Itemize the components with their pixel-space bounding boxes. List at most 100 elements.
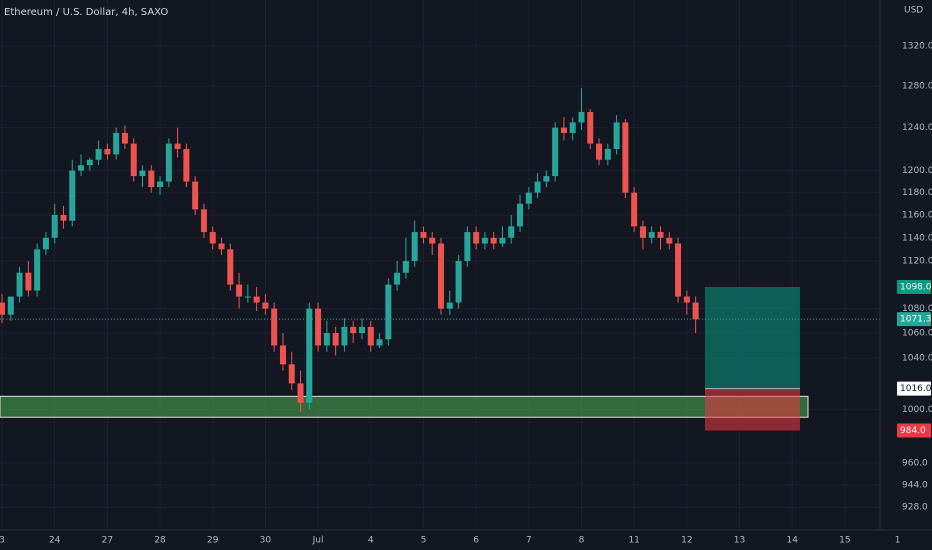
x-tick-label: 13 <box>734 536 745 546</box>
candle-body <box>490 237 497 244</box>
zones <box>0 286 809 431</box>
candle-body <box>227 249 234 285</box>
candle-body <box>446 302 453 309</box>
candle-body <box>244 296 251 298</box>
chart-title: Ethereum / U.S. Dollar, 4h, SAXO <box>4 7 168 18</box>
candle-body <box>675 243 682 297</box>
y-tick-label: 1280.0 <box>902 82 932 92</box>
candle-body <box>420 232 427 238</box>
candle-body <box>639 226 646 238</box>
candle-body <box>7 296 14 315</box>
candle-body <box>473 232 480 244</box>
candle-body <box>78 165 85 171</box>
x-tick-label: 15 <box>839 536 850 546</box>
candle-body <box>429 237 436 244</box>
candle-body <box>236 284 243 297</box>
candle-body <box>394 272 401 285</box>
candle-body <box>657 232 664 238</box>
candle-body <box>0 302 6 315</box>
target-area <box>705 286 800 389</box>
y-tick-label: 1320.0 <box>902 41 932 51</box>
price-tag <box>897 423 931 438</box>
support-zone <box>0 395 809 418</box>
candle-body <box>113 132 120 155</box>
x-tick-label: Jul <box>312 536 324 546</box>
candle-body <box>648 232 655 238</box>
x-tick-label: 1 <box>895 536 901 546</box>
price-tag-label: 1071.3 <box>900 315 932 325</box>
candle-body <box>332 333 339 346</box>
candle-body <box>517 203 524 227</box>
candle-body <box>130 143 137 177</box>
x-tick-label: 28 <box>154 536 166 546</box>
candle-body <box>560 127 567 133</box>
candle-body <box>262 302 269 309</box>
candle-body <box>604 148 611 160</box>
candle-body <box>367 326 374 346</box>
candle-body <box>350 326 357 334</box>
candle-body <box>148 170 155 188</box>
currency: USD <box>904 6 923 16</box>
candle-body <box>455 260 462 303</box>
candle-body <box>376 339 383 346</box>
candle-body <box>402 260 409 273</box>
x-tick-label: 5 <box>421 536 427 546</box>
candle-body <box>218 243 225 250</box>
price-tag <box>897 279 931 294</box>
y-tick-label: 1140.0 <box>902 233 932 243</box>
candle-body <box>279 345 286 365</box>
y-tick-label: 944.0 <box>902 480 928 490</box>
candle-body <box>104 148 111 155</box>
candle-body <box>508 226 515 238</box>
candle-body <box>288 364 295 384</box>
y-tick-label: 1120.0 <box>902 256 932 266</box>
candle-body <box>139 170 146 177</box>
axes <box>0 0 932 531</box>
candle-body <box>209 232 216 244</box>
candle-body <box>569 122 576 133</box>
candle-body <box>666 237 673 244</box>
price-tag <box>897 381 931 396</box>
candle-body <box>306 308 313 403</box>
candle-body <box>358 326 365 334</box>
candle-body <box>622 122 629 193</box>
y-tick-label: 1200.0 <box>902 166 932 176</box>
candle-body <box>481 237 488 244</box>
candle-body <box>34 249 41 291</box>
x-tick-label: 27 <box>102 536 113 546</box>
x-tick-label: 12 <box>681 536 692 546</box>
candle-body <box>587 111 594 144</box>
candle-body <box>253 296 260 303</box>
candle-body <box>51 215 58 238</box>
x-tick-label: 7 <box>526 536 532 546</box>
candle-body <box>411 232 418 261</box>
candle-body <box>157 181 164 188</box>
y-tick-label: 960.0 <box>902 458 928 468</box>
candle-body <box>165 143 172 182</box>
candle-body <box>543 176 550 182</box>
y-tick-label: 928.0 <box>902 503 928 513</box>
price-tag-label: 1016.0 <box>900 384 932 394</box>
candle-body <box>200 209 207 233</box>
y-tick-label: 1080.0 <box>902 304 932 314</box>
x-tick-label: 3 <box>0 536 5 546</box>
candle-body <box>552 127 559 177</box>
price-tag-label: 984.0 <box>900 426 926 436</box>
y-tick-label: 1180.0 <box>902 188 932 198</box>
price-tag <box>897 312 931 327</box>
candle-body <box>192 181 199 210</box>
x-tick-label: 24 <box>49 536 61 546</box>
y-tick-label: 1000.0 <box>902 405 932 415</box>
candle-body <box>16 272 23 297</box>
x-tick-label: 8 <box>579 536 585 546</box>
candle-body <box>174 143 181 149</box>
candle-body <box>183 148 190 182</box>
candle-body <box>464 232 471 261</box>
candle-body <box>42 237 49 250</box>
y-tick-label: 1060.0 <box>902 329 932 339</box>
candle-body <box>596 143 603 160</box>
candle-body <box>578 111 585 123</box>
x-tick-label: 14 <box>786 536 798 546</box>
y-tick-label: 1240.0 <box>902 123 932 133</box>
